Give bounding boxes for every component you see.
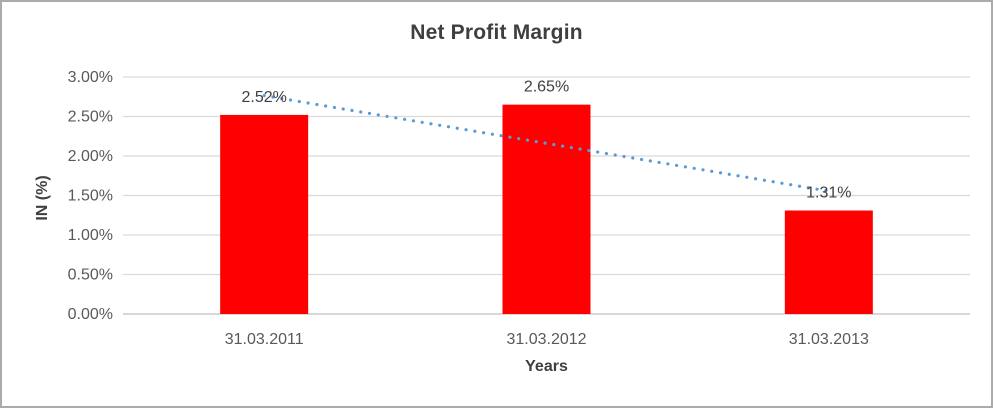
data-label: 2.52% [241, 89, 286, 106]
bar-31.03.2013 [784, 210, 873, 314]
x-tick-label: 31.03.2011 [225, 331, 304, 348]
y-tick-label: 1.50% [68, 188, 113, 205]
x-axis-title: Years [525, 358, 568, 375]
y-tick-label: 2.50% [68, 109, 113, 126]
y-tick-label: 1.00% [68, 227, 113, 244]
y-tick-label: 3.00% [68, 69, 113, 86]
data-label: 2.65% [524, 79, 569, 96]
y-tick-label: 0.50% [68, 267, 113, 284]
chart-title: Net Profit Margin [410, 21, 583, 44]
data-label: 1.31% [806, 185, 851, 202]
x-tick-label: 31.03.2013 [789, 331, 869, 348]
y-tick-label: 2.00% [68, 148, 113, 165]
bar-31.03.2011 [220, 114, 309, 314]
x-tick-label: 31.03.2012 [506, 331, 586, 348]
trendline [262, 93, 831, 193]
bar-31.03.2012 [502, 104, 591, 315]
y-tick-label: 0.00% [68, 306, 113, 323]
